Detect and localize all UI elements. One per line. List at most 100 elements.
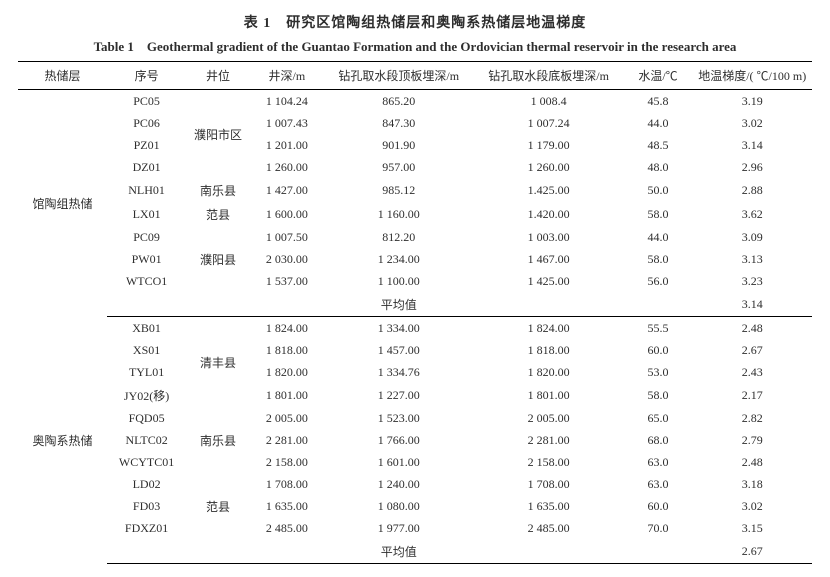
col-seq: 序号 (107, 62, 186, 90)
grad-cell: 2.48 (692, 317, 812, 340)
grad-cell: 2.43 (692, 361, 812, 383)
seq-cell: WCYTC01 (107, 451, 186, 473)
temp-cell: 44.0 (624, 112, 693, 134)
col-temp: 水温/℃ (624, 62, 693, 90)
depth-cell: 1 818.00 (250, 339, 324, 361)
top-cell: 865.20 (324, 90, 474, 113)
bot-cell: 1 003.00 (474, 226, 624, 248)
bot-cell: 2 281.00 (474, 429, 624, 451)
col-bot: 钻孔取水段底板埋深/m (474, 62, 624, 90)
table-row: FDXZ012 485.001 977.002 485.0070.03.15 (18, 517, 812, 539)
table-title-en: Table 1 Geothermal gradient of the Guant… (18, 36, 812, 55)
loc-cell: 南乐县 (186, 407, 250, 473)
blank-cell (107, 292, 186, 317)
depth-cell: 2 158.00 (250, 451, 324, 473)
grad-cell: 2.96 (692, 156, 812, 178)
depth-cell: 1 427.00 (250, 178, 324, 202)
blank-cell (250, 539, 324, 564)
seq-cell: XS01 (107, 339, 186, 361)
blank-cell (474, 292, 624, 317)
blank-cell (474, 539, 624, 564)
bot-cell: 2 005.00 (474, 407, 624, 429)
grad-cell: 3.62 (692, 202, 812, 226)
depth-cell: 1 635.00 (250, 495, 324, 517)
seq-cell: LD02 (107, 473, 186, 495)
col-top: 钻孔取水段顶板埋深/m (324, 62, 474, 90)
depth-cell: 1 824.00 (250, 317, 324, 340)
loc-cell: 范县 (186, 202, 250, 226)
seq-cell: PC06 (107, 112, 186, 134)
seq-cell: LX01 (107, 202, 186, 226)
bot-cell: 1 260.00 (474, 156, 624, 178)
depth-cell: 2 005.00 (250, 407, 324, 429)
temp-cell: 63.0 (624, 451, 693, 473)
grad-cell: 3.14 (692, 134, 812, 156)
seq-cell: FDXZ01 (107, 517, 186, 539)
grad-cell: 3.02 (692, 495, 812, 517)
grad-cell: 3.18 (692, 473, 812, 495)
temp-cell: 63.0 (624, 473, 693, 495)
table-row: XS011 818.001 457.001 818.0060.02.67 (18, 339, 812, 361)
temp-cell: 50.0 (624, 178, 693, 202)
depth-cell: 1 708.00 (250, 473, 324, 495)
temp-cell: 56.0 (624, 270, 693, 292)
table-row: PC09濮阳县1 007.50812.201 003.0044.03.09 (18, 226, 812, 248)
grad-cell: 2.17 (692, 383, 812, 407)
temp-cell: 58.0 (624, 248, 693, 270)
table-row: PW012 030.001 234.001 467.0058.03.13 (18, 248, 812, 270)
top-cell: 1 334.00 (324, 317, 474, 340)
top-cell: 957.00 (324, 156, 474, 178)
header-row: 热储层 序号 井位 井深/m 钻孔取水段顶板埋深/m 钻孔取水段底板埋深/m 水… (18, 62, 812, 90)
top-cell: 1 523.00 (324, 407, 474, 429)
grad-cell: 2.67 (692, 339, 812, 361)
top-cell: 1 160.00 (324, 202, 474, 226)
loc-cell: 南乐县 (186, 178, 250, 202)
top-cell: 1 234.00 (324, 248, 474, 270)
top-cell: 1 334.76 (324, 361, 474, 383)
bot-cell: 1 007.24 (474, 112, 624, 134)
depth-cell: 1 537.00 (250, 270, 324, 292)
col-grad: 地温梯度/( ℃/100 m) (692, 62, 812, 90)
table-row: NLTC022 281.001 766.002 281.0068.02.79 (18, 429, 812, 451)
bot-cell: 1 635.00 (474, 495, 624, 517)
top-cell: 1 100.00 (324, 270, 474, 292)
blank-cell (624, 292, 693, 317)
temp-cell: 48.5 (624, 134, 693, 156)
grad-cell: 3.09 (692, 226, 812, 248)
col-loc: 井位 (186, 62, 250, 90)
table-row: 馆陶组热储PC05濮阳市区1 104.24865.201 008.445.83.… (18, 90, 812, 113)
grad-cell: 2.48 (692, 451, 812, 473)
table-row: PZ011 201.00901.901 179.0048.53.14 (18, 134, 812, 156)
depth-cell: 1 104.24 (250, 90, 324, 113)
top-cell: 901.90 (324, 134, 474, 156)
bot-cell: 1 425.00 (474, 270, 624, 292)
bot-cell: 1 179.00 (474, 134, 624, 156)
top-cell: 812.20 (324, 226, 474, 248)
avg-label-cell: 平均值 (324, 292, 474, 317)
temp-cell: 55.5 (624, 317, 693, 340)
depth-cell: 1 201.00 (250, 134, 324, 156)
table-row: DZ011 260.00957.001 260.0048.02.96 (18, 156, 812, 178)
temp-cell: 60.0 (624, 495, 693, 517)
table-row: LX01范县1 600.001 160.001.420.0058.03.62 (18, 202, 812, 226)
blank-cell (107, 539, 186, 564)
bot-cell: 1 008.4 (474, 90, 624, 113)
bot-cell: 1 820.00 (474, 361, 624, 383)
seq-cell: TYL01 (107, 361, 186, 383)
temp-cell: 68.0 (624, 429, 693, 451)
col-reservoir: 热储层 (18, 62, 107, 90)
top-cell: 1 766.00 (324, 429, 474, 451)
loc-cell: 清丰县 (186, 317, 250, 408)
avg-grad-cell: 2.67 (692, 539, 812, 564)
bot-cell: 2 158.00 (474, 451, 624, 473)
table-row: NLH01南乐县1 427.00985.121.425.0050.02.88 (18, 178, 812, 202)
temp-cell: 58.0 (624, 202, 693, 226)
grad-cell: 3.23 (692, 270, 812, 292)
bot-cell: 1 824.00 (474, 317, 624, 340)
bot-cell: 1 818.00 (474, 339, 624, 361)
top-cell: 1 227.00 (324, 383, 474, 407)
loc-cell: 濮阳县 (186, 226, 250, 292)
temp-cell: 48.0 (624, 156, 693, 178)
temp-cell: 65.0 (624, 407, 693, 429)
table-row: PC061 007.43847.301 007.2444.03.02 (18, 112, 812, 134)
